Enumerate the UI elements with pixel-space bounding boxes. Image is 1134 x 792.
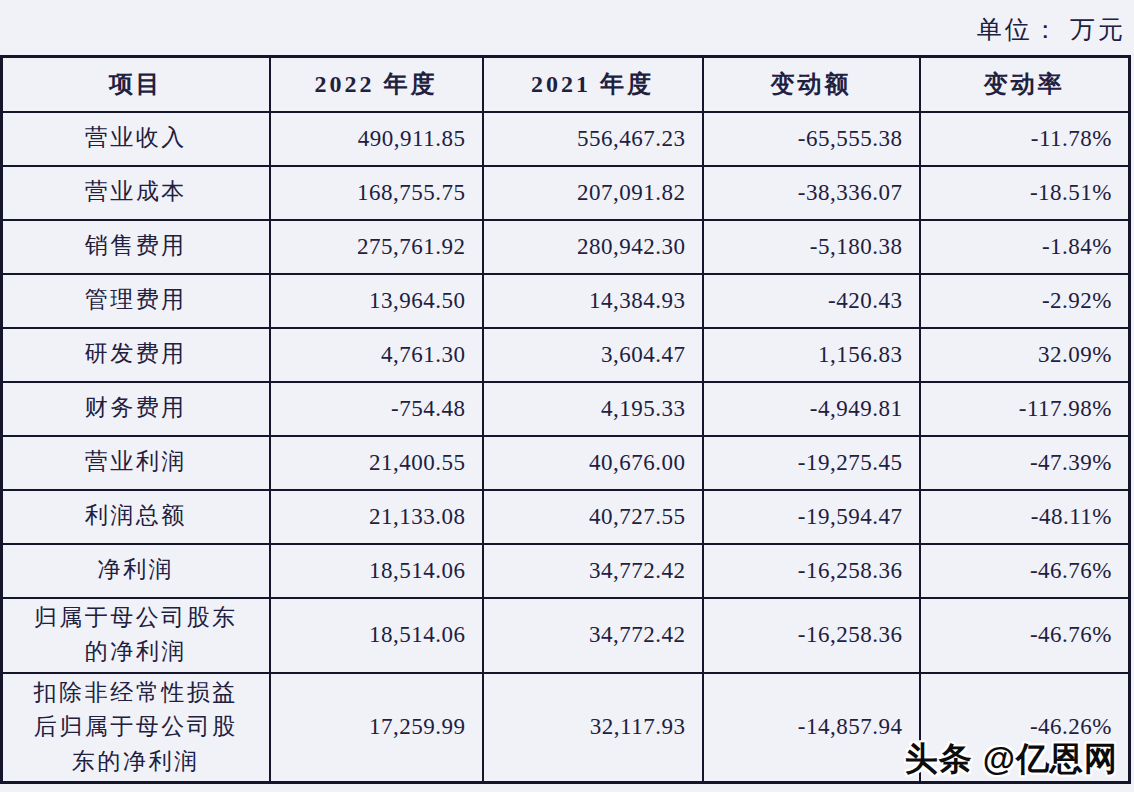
row-label: 净利润	[2, 544, 270, 598]
value-2022: 17,259.99	[270, 673, 483, 783]
row-label: 销售费用	[2, 220, 270, 274]
table-row: 研发费用 4,761.30 3,604.47 1,156.83 32.09%	[2, 328, 1130, 382]
table-row: 营业收入 490,911.85 556,467.23 -65,555.38 -1…	[2, 112, 1130, 166]
change-amount: 1,156.83	[703, 328, 920, 382]
col-header-change-amount: 变动额	[703, 57, 920, 112]
change-rate: -117.98%	[920, 382, 1130, 436]
change-rate: -46.76%	[920, 598, 1130, 673]
change-amount: -19,275.45	[703, 436, 920, 490]
col-header-2022: 2022 年度	[270, 57, 483, 112]
change-amount: -16,258.36	[703, 544, 920, 598]
change-amount: -14,857.94	[703, 673, 920, 783]
col-header-change-rate: 变动率	[920, 57, 1130, 112]
header-row: 项目 2022 年度 2021 年度 变动额 变动率	[2, 57, 1130, 112]
table-row: 财务费用 -754.48 4,195.33 -4,949.81 -117.98%	[2, 382, 1130, 436]
table-row: 销售费用 275,761.92 280,942.30 -5,180.38 -1.…	[2, 220, 1130, 274]
row-label: 管理费用	[2, 274, 270, 328]
value-2021: 4,195.33	[483, 382, 703, 436]
change-rate: -47.39%	[920, 436, 1130, 490]
value-2021: 40,676.00	[483, 436, 703, 490]
change-amount: -19,594.47	[703, 490, 920, 544]
value-2022: 4,761.30	[270, 328, 483, 382]
change-amount: -65,555.38	[703, 112, 920, 166]
table-row: 净利润 18,514.06 34,772.42 -16,258.36 -46.7…	[2, 544, 1130, 598]
value-2021: 3,604.47	[483, 328, 703, 382]
value-2022: 18,514.06	[270, 598, 483, 673]
row-label: 归属于母公司股东 的净利润	[2, 598, 270, 673]
row-label: 利润总额	[2, 490, 270, 544]
unit-label: 单位： 万元	[977, 13, 1126, 46]
table-row: 利润总额 21,133.08 40,727.55 -19,594.47 -48.…	[2, 490, 1130, 544]
value-2021: 32,117.93	[483, 673, 703, 783]
table-row: 营业成本 168,755.75 207,091.82 -38,336.07 -1…	[2, 166, 1130, 220]
value-2022: -754.48	[270, 382, 483, 436]
change-rate: -1.84%	[920, 220, 1130, 274]
change-rate: -11.78%	[920, 112, 1130, 166]
table-header: 项目 2022 年度 2021 年度 变动额 变动率	[2, 57, 1130, 112]
value-2021: 40,727.55	[483, 490, 703, 544]
change-rate: -18.51%	[920, 166, 1130, 220]
value-2022: 21,400.55	[270, 436, 483, 490]
value-2021: 34,772.42	[483, 544, 703, 598]
value-2022: 275,761.92	[270, 220, 483, 274]
value-2022: 168,755.75	[270, 166, 483, 220]
row-label: 营业收入	[2, 112, 270, 166]
row-label: 营业成本	[2, 166, 270, 220]
change-rate: -2.92%	[920, 274, 1130, 328]
change-amount: -4,949.81	[703, 382, 920, 436]
change-amount: -420.43	[703, 274, 920, 328]
value-2021: 280,942.30	[483, 220, 703, 274]
col-header-2021: 2021 年度	[483, 57, 703, 112]
value-2021: 556,467.23	[483, 112, 703, 166]
value-2022: 490,911.85	[270, 112, 483, 166]
change-amount: -5,180.38	[703, 220, 920, 274]
value-2021: 14,384.93	[483, 274, 703, 328]
table-row: 营业利润 21,400.55 40,676.00 -19,275.45 -47.…	[2, 436, 1130, 490]
col-header-item: 项目	[2, 57, 270, 112]
change-amount: -38,336.07	[703, 166, 920, 220]
value-2022: 18,514.06	[270, 544, 483, 598]
change-rate: -46.76%	[920, 544, 1130, 598]
row-label: 营业利润	[2, 436, 270, 490]
value-2022: 21,133.08	[270, 490, 483, 544]
change-rate: -48.11%	[920, 490, 1130, 544]
row-label: 扣除非经常性损益 后归属于母公司股 东的净利润	[2, 673, 270, 783]
financial-comparison-table: 项目 2022 年度 2021 年度 变动额 变动率 营业收入 490,911.…	[0, 55, 1131, 784]
change-rate: 32.09%	[920, 328, 1130, 382]
change-amount: -16,258.36	[703, 598, 920, 673]
value-2021: 207,091.82	[483, 166, 703, 220]
row-label: 财务费用	[2, 382, 270, 436]
value-2022: 13,964.50	[270, 274, 483, 328]
table-row: 管理费用 13,964.50 14,384.93 -420.43 -2.92%	[2, 274, 1130, 328]
table-body: 营业收入 490,911.85 556,467.23 -65,555.38 -1…	[2, 112, 1130, 783]
row-label: 研发费用	[2, 328, 270, 382]
value-2021: 34,772.42	[483, 598, 703, 673]
watermark: 头条 @亿恩网	[905, 737, 1118, 782]
page: { "page": { "unit_label": "单位： 万元", "wat…	[0, 0, 1134, 792]
table-row: 归属于母公司股东 的净利润 18,514.06 34,772.42 -16,25…	[2, 598, 1130, 673]
